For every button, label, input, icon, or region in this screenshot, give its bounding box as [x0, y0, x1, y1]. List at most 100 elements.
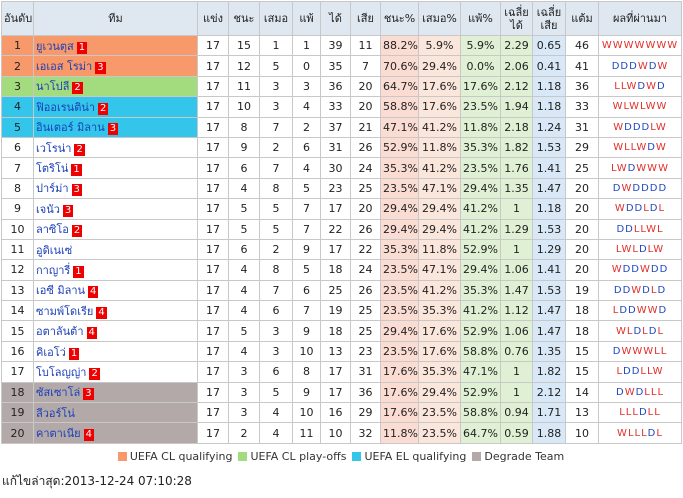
stat-cell: 7 [259, 279, 293, 302]
stat-cell: 5 [259, 381, 293, 404]
stat-cell: 15 [228, 34, 260, 57]
stat-cell: 70.6% [380, 55, 419, 77]
team-name[interactable]: เอซี มิลาน [36, 284, 86, 298]
form-result: D [634, 203, 644, 215]
team-name[interactable]: เอเอส โรม่า [36, 60, 93, 74]
form-result: D [633, 325, 643, 337]
rank-cell: 10 [1, 218, 34, 240]
stat-cell: 23.5% [460, 96, 501, 118]
stat-cell: 20 [350, 96, 381, 118]
form-result: L [654, 346, 661, 358]
form-result: L [654, 407, 661, 419]
form-result: W [636, 142, 648, 154]
team-name[interactable]: เจนัว [36, 202, 60, 216]
stat-cell: 0.94 [500, 402, 533, 424]
stat-cell: 17 [197, 279, 229, 302]
form-result: D [649, 182, 659, 194]
team-badge: 1 [68, 347, 80, 360]
stat-cell: 17 [197, 402, 229, 424]
team-name[interactable]: เวโรน่า [36, 141, 72, 155]
stat-cell: 17 [197, 218, 229, 240]
rank-cell: 2 [1, 55, 34, 77]
team-name[interactable]: คิเอโว่ [36, 345, 66, 359]
team-name[interactable]: อตาลันต้า [36, 325, 84, 339]
stat-cell: 23.5% [460, 157, 501, 179]
form-result: W [658, 162, 669, 174]
form-result: W [617, 427, 628, 439]
team-name[interactable]: นาโปลี [36, 80, 70, 94]
stat-cell: 2 [259, 136, 293, 159]
stat-cell: 1 [500, 198, 533, 220]
form-result: L [611, 162, 617, 174]
stat-cell: 4 [259, 422, 293, 444]
form-result: L [626, 325, 634, 337]
team-name[interactable]: ลีวอร์โน่ [36, 406, 75, 420]
stat-cell: 14 [565, 381, 599, 404]
stat-cell: 6 [228, 238, 260, 261]
form-result: L [634, 427, 642, 439]
stat-cell: 6 [292, 279, 321, 302]
stat-cell: 36 [350, 381, 381, 404]
team-name[interactable]: ซัสเซาโล่ [36, 386, 81, 400]
team-name[interactable]: ยูเวนตุส [36, 39, 74, 53]
form-result: D [648, 325, 658, 337]
form-result: W [624, 386, 636, 398]
standings-row: 17 โบโลญญ่า 2 17 3 6 8 17 31 17.6% 35.3% 47.1% 1 1.82… [1, 361, 682, 383]
column-header: แต้ม [565, 1, 599, 36]
form-result: D [647, 142, 656, 154]
standings-row: 7 โตริโน่ 1 17 6 7 4 30 24 35.3% 41.2% 23.5% 1.76 1.4… [1, 157, 682, 179]
form-result: W [656, 101, 668, 113]
team-name[interactable]: ฟิออเรนติน่า [36, 100, 96, 114]
rank-cell: 13 [1, 279, 34, 302]
form-result: W [615, 325, 627, 337]
team-name[interactable]: โบโลญญ่า [36, 365, 87, 379]
stat-cell: 3 [228, 381, 260, 404]
form-result: D [635, 386, 645, 398]
rank-cell: 11 [1, 238, 34, 261]
team-name[interactable]: ซามพ์โดเรีย [36, 304, 94, 318]
stat-cell: 29.4% [418, 381, 461, 404]
stat-cell: 1 [500, 361, 533, 383]
standings-row: 18 ซัสเซาโล่ 3 17 3 5 9 17 36 17.6% 29.4% 52.9% 1 2.1… [1, 381, 682, 404]
stat-cell: 29.4% [460, 177, 501, 200]
form-result: W [623, 40, 635, 52]
stat-cell: 29.4% [460, 259, 501, 281]
team-cell: ซามพ์โดเรีย 4 [33, 300, 198, 322]
stat-cell: 22 [320, 218, 351, 240]
stat-cell: 1.94 [500, 96, 533, 118]
stat-cell: 52.9% [460, 238, 501, 261]
team-name[interactable]: อูดิเนเซ่ [36, 243, 73, 257]
stat-cell: 58.8% [460, 402, 501, 424]
rank-cell: 20 [1, 422, 34, 444]
form-result: W [647, 305, 659, 317]
stat-cell: 17 [197, 422, 229, 444]
stat-cell: 4 [292, 157, 321, 179]
form-result: D [642, 284, 651, 296]
stat-cell: 17 [197, 259, 229, 281]
team-badge: 2 [74, 143, 85, 156]
rank-cell: 3 [1, 75, 34, 98]
team-name[interactable]: ลาซิโอ [36, 223, 69, 237]
standings-row: 6 เวโรน่า 2 17 9 2 6 31 26 52.9% 11.8% 35.3% 1.82 1.5… [1, 136, 682, 159]
stat-cell: 4 [259, 402, 293, 424]
form-result: L [615, 244, 622, 256]
team-name[interactable]: คาตาเนีย [36, 427, 81, 441]
form-result: L [656, 223, 664, 235]
stat-cell: 8 [228, 116, 260, 138]
rank-cell: 8 [1, 177, 34, 200]
form-result: D [657, 284, 667, 296]
form-result: W [640, 264, 651, 276]
legend-label: UEFA CL play-offs [250, 450, 347, 463]
column-header: เสีย [350, 1, 381, 36]
form-result: L [627, 427, 635, 439]
team-name[interactable]: ปาร์ม่า [36, 182, 69, 196]
team-name[interactable]: อินเตอร์ มิลาน [36, 121, 105, 135]
stat-cell: 5 [259, 218, 293, 240]
stat-cell: 5 [259, 198, 293, 220]
stat-cell: 46 [565, 34, 599, 57]
team-cell: ซัสเซาโล่ 3 [33, 381, 198, 404]
team-name[interactable]: โตริโน่ [36, 162, 69, 176]
form-result: D [624, 121, 633, 133]
form-result: W [612, 101, 624, 113]
team-name[interactable]: กาญารี่ [36, 263, 71, 277]
